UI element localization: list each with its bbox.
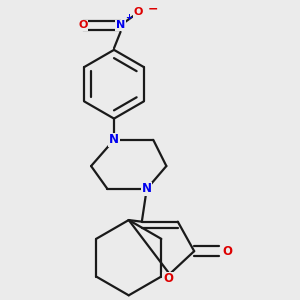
Text: O: O — [163, 272, 173, 286]
Text: N: N — [109, 134, 119, 146]
Text: O: O — [78, 20, 88, 30]
Text: −: − — [148, 2, 158, 15]
Text: N: N — [142, 182, 152, 196]
Text: O: O — [222, 245, 232, 258]
Text: +: + — [125, 13, 132, 22]
Text: N: N — [116, 20, 125, 30]
Text: O: O — [134, 7, 143, 17]
